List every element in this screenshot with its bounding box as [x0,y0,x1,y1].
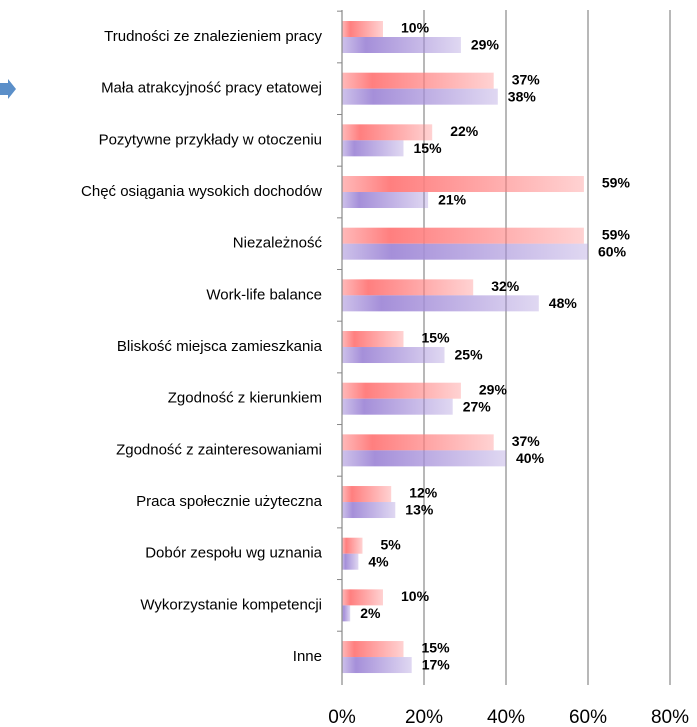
bar [342,382,461,399]
y-tick-label: Chęć osiągania wysokich dochodów [81,183,322,200]
bar [342,450,506,467]
bar [342,124,433,141]
value-label: 59% [602,175,631,191]
y-tick-label: Zgodność z zainteresowaniami [116,441,322,458]
value-label: 48% [549,295,578,311]
value-label: 37% [512,433,541,449]
value-label: 13% [405,502,434,518]
y-tick-label: Mała atrakcyjność pracy etatowej [101,80,322,97]
bar [342,605,351,622]
value-label: 5% [381,536,402,552]
bar [342,657,412,674]
value-label: 15% [422,640,451,656]
bar [342,553,359,570]
bar [342,331,404,348]
bar [342,72,494,89]
x-tick-label: 40% [487,707,525,727]
y-tick-label: Inne [293,648,322,665]
value-label: 15% [414,140,443,156]
value-label: 32% [491,278,520,294]
bar [342,176,584,193]
y-tick-label: Dobór zespołu wg uznania [145,545,322,562]
bar [342,347,445,364]
bar [342,537,363,554]
value-label: 59% [602,226,631,242]
y-tick-label: Niezależność [233,235,323,252]
y-tick-label: Work-life balance [206,286,322,303]
value-label: 38% [508,88,537,104]
bar [342,37,461,53]
value-label: 40% [516,450,545,466]
pointer-arrow [0,79,16,99]
value-label: 25% [455,347,484,363]
bar [342,243,588,260]
y-tick-label: Praca społecznie użyteczna [136,493,323,510]
value-label: 15% [422,330,451,346]
bar [342,295,539,312]
bar [342,398,453,415]
value-label: 4% [368,553,389,569]
value-label: 10% [401,20,430,36]
bar [342,502,396,519]
value-label: 29% [471,37,500,53]
x-tick-label: 20% [405,707,443,727]
y-tick-label: Pozytywne przykłady w otoczeniu [99,131,322,148]
bar [342,279,474,296]
value-label: 17% [422,657,451,673]
x-tick-label: 80% [651,707,689,727]
bar [342,21,383,37]
value-label: 29% [479,381,508,397]
bar [342,227,584,244]
bar [342,589,383,606]
bar [342,192,429,209]
y-tick-label: Wykorzystanie kompetencji [140,596,322,613]
bar [342,434,494,451]
value-label: 27% [463,398,492,414]
bar [342,641,404,658]
x-tick-label: 0% [328,707,356,727]
value-label: 12% [409,485,438,501]
bar [342,88,498,105]
bar [342,140,404,157]
y-tick-label: Trudności ze znalezieniem pracy [104,28,322,45]
value-label: 22% [450,123,479,139]
value-label: 2% [360,605,381,621]
value-label: 21% [438,192,467,208]
value-label: 37% [512,71,541,87]
value-label: 60% [598,243,627,259]
y-tick-label: Bliskość miejsca zamieszkania [117,338,323,355]
bar [342,486,392,503]
y-tick-label: Zgodność z kierunkiem [168,390,322,407]
x-tick-label: 60% [569,707,607,727]
value-label: 10% [401,588,430,604]
